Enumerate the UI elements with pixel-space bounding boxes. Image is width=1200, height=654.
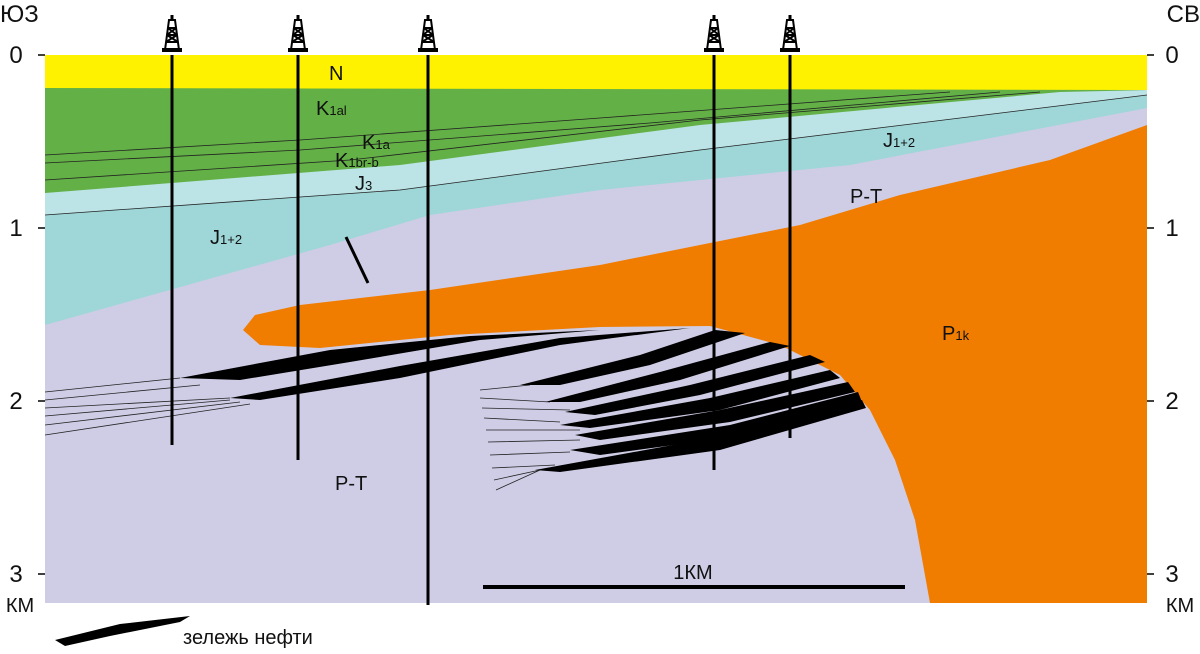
scale-bar-label: 1КМ [673,562,712,584]
shape [479,384,581,491]
layer-label: J1+2 [210,227,242,249]
depth-unit: КМ [6,595,34,617]
depth-label: 3 [9,561,22,588]
shape [703,14,725,53]
shape [779,14,801,53]
shape [44,377,251,436]
label-part: J [355,173,365,195]
label-part: K [316,98,330,120]
label-part: 1+2 [893,135,915,150]
layer-label: J1+2 [883,130,915,152]
label-part: K [362,132,376,154]
orientation-left: ЮЗ [0,1,39,28]
label-part: 1al [329,103,346,118]
label-part: 1br-b [348,155,378,170]
layer-label: N [329,63,343,85]
depth-label: 0 [1165,42,1178,69]
label-part: J [883,130,893,152]
label-part: K [335,150,349,172]
label-part: 1a [375,137,390,152]
legend-symbol [55,616,190,646]
shape [180,330,600,380]
wells [161,14,801,605]
shape [417,14,439,53]
depth-label: 1 [9,215,22,242]
label-part: 1+2 [220,232,242,247]
layer-label: P-T [335,473,367,495]
layer-label: P-T [850,186,882,208]
label-part: 3 [365,178,372,193]
layer-label: J3 [355,173,372,195]
label-part: P-T [850,186,882,208]
depth-label: 3 [1165,561,1178,588]
shape [230,328,690,400]
orientation-right: СВ [1167,1,1200,28]
shape [545,342,790,402]
label-part: P-T [335,473,367,495]
depth-unit: КМ [1166,595,1194,617]
depth-label: 1 [1165,215,1178,242]
shape [570,392,862,455]
layer-p1k [243,125,1147,603]
depth-label: 0 [9,42,22,69]
depth-label: 2 [1165,388,1178,415]
depth-label: 2 [9,388,22,415]
layer-label: K1al [316,98,347,120]
shape [520,330,745,385]
label-part: P [942,323,955,345]
shape [565,355,825,415]
layer-k [45,88,1147,193]
fault [344,236,370,284]
label-part: J [210,227,220,249]
legend-label: зележь нефти [183,627,313,649]
layer-label: P1k [942,323,970,345]
boundary [44,94,1148,216]
depth-ticks [38,54,1154,575]
shape [560,370,840,428]
label-part: 1k [955,328,969,343]
shape [535,400,866,472]
layer-label: K1a [362,132,391,154]
layer-n [45,55,1147,90]
shape [287,14,309,53]
label-part: N [329,63,343,85]
layer-label: K1br-b [335,150,379,172]
shape [161,14,183,53]
